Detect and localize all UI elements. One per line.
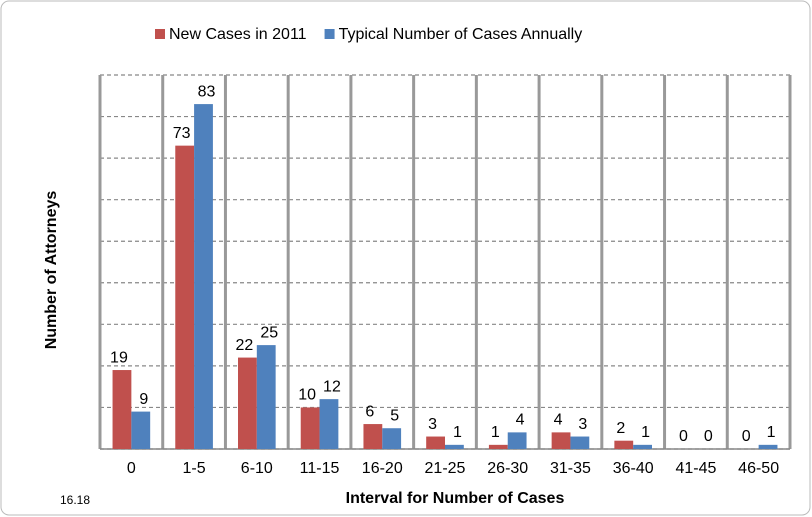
x-tick-label: 1-5	[183, 460, 206, 477]
bar	[614, 440, 634, 449]
data-label: 19	[110, 349, 128, 366]
bar	[382, 428, 402, 449]
bar	[131, 411, 151, 449]
data-label: 10	[298, 387, 316, 404]
y-axis-title: Number of Attorneys	[43, 191, 60, 350]
data-label: 3	[428, 416, 437, 433]
x-tick-label: 31-35	[550, 460, 591, 477]
data-label: 5	[390, 407, 399, 424]
data-label: 0	[679, 428, 688, 445]
data-label: 25	[260, 324, 278, 341]
data-label: 12	[323, 378, 341, 395]
bar	[488, 444, 508, 449]
data-label: 0	[704, 428, 713, 445]
bar	[445, 444, 464, 449]
data-label: 1	[767, 424, 776, 441]
x-tick-label: 0	[127, 460, 136, 477]
data-label: 4	[516, 412, 525, 429]
data-label: 0	[742, 428, 751, 445]
bar	[300, 407, 320, 449]
legend-swatch	[324, 29, 335, 39]
data-label: 6	[365, 403, 374, 420]
data-label: 73	[173, 125, 191, 142]
data-label: 22	[236, 337, 254, 354]
bar	[507, 432, 527, 449]
data-label: 4	[554, 412, 563, 429]
x-tick-label: 6-10	[241, 460, 273, 477]
data-label: 83	[198, 83, 216, 100]
bar	[238, 357, 257, 449]
data-label: 3	[578, 416, 587, 433]
x-axis-title: Interval for Number of Cases	[346, 490, 565, 507]
x-tick-label: 36-40	[613, 460, 654, 477]
x-tick-label: 41-45	[675, 460, 716, 477]
x-tick-label: 16-20	[362, 460, 403, 477]
bar	[570, 436, 590, 449]
data-label: 1	[491, 424, 500, 441]
legend-label: New Cases in 2011	[169, 26, 307, 43]
footer: 16.18	[60, 493, 90, 507]
legend-label: Typical Number of Cases Annually	[339, 26, 583, 43]
bar	[319, 399, 339, 449]
bar	[551, 432, 571, 449]
data-label: 2	[616, 420, 625, 437]
bar	[256, 345, 276, 449]
bar	[112, 370, 132, 449]
data-label: 9	[139, 391, 148, 408]
data-label: 1	[453, 424, 462, 441]
bar	[758, 444, 778, 449]
bar	[633, 444, 652, 449]
bar	[426, 436, 445, 449]
data-label: 1	[641, 424, 650, 441]
bar	[363, 424, 383, 449]
x-tick-label: 26-30	[487, 460, 528, 477]
x-tick-label: 46-50	[738, 460, 779, 477]
x-tick-label: 21-25	[425, 460, 466, 477]
legend-swatch	[155, 29, 165, 39]
x-tick-label: 11-15	[300, 460, 340, 477]
bar	[175, 145, 195, 449]
bar	[194, 104, 213, 449]
